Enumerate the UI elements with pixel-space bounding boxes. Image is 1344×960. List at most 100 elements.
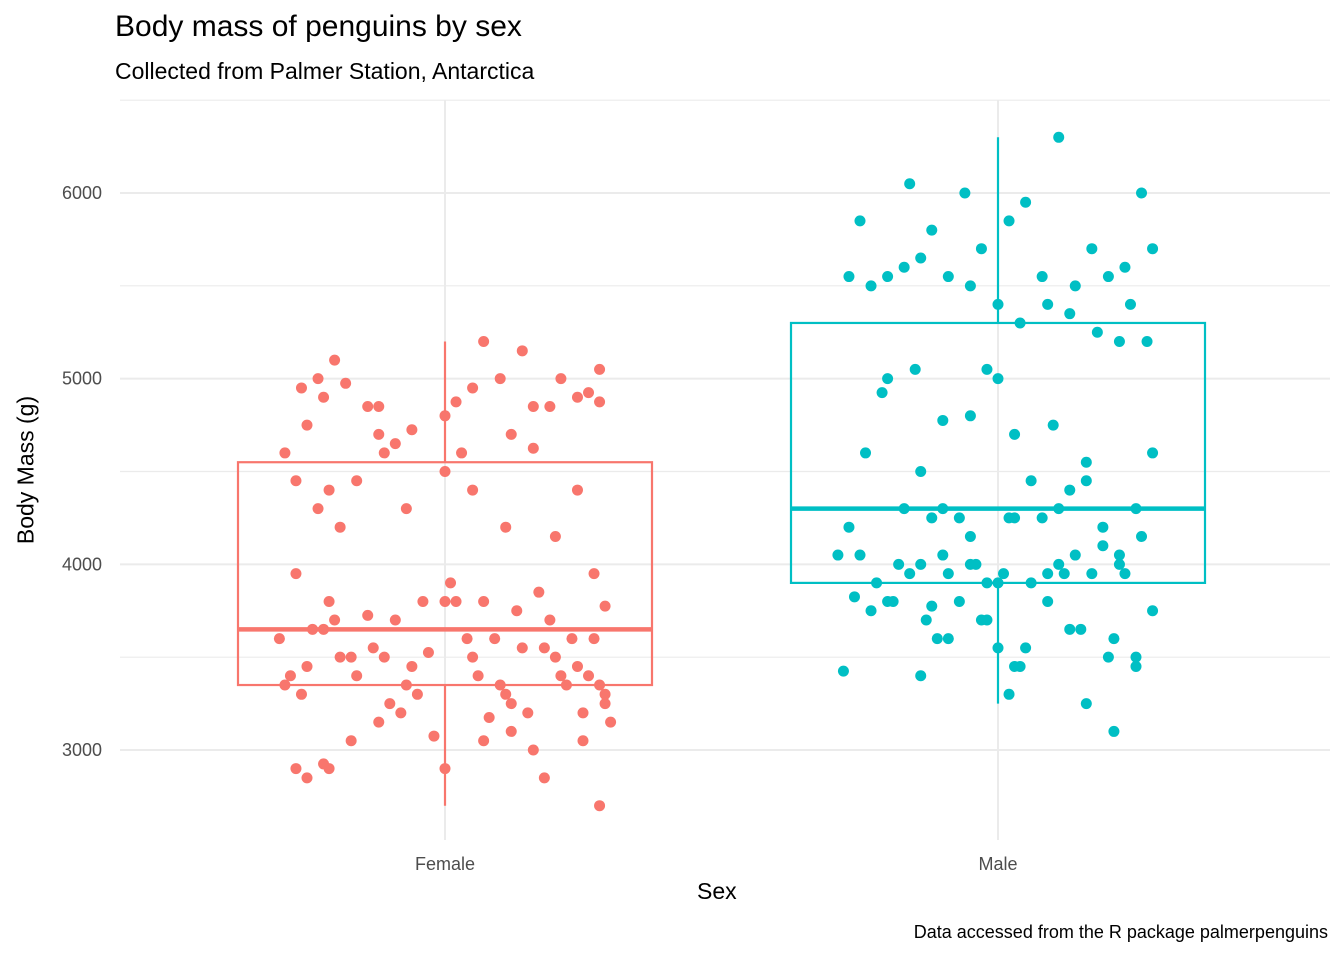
- data-point: [1053, 503, 1065, 515]
- data-point: [1086, 568, 1098, 580]
- data-point: [577, 707, 589, 719]
- point-layer: [273, 131, 1159, 812]
- data-point: [588, 633, 600, 645]
- data-point: [1003, 688, 1015, 700]
- data-point: [467, 382, 479, 394]
- data-point: [871, 577, 883, 589]
- data-point: [290, 568, 302, 580]
- data-point: [1091, 326, 1103, 338]
- data-point: [1075, 623, 1087, 635]
- data-point: [981, 577, 993, 589]
- data-point: [1069, 280, 1081, 292]
- data-point: [1042, 568, 1054, 580]
- data-point: [345, 735, 357, 747]
- data-point: [898, 503, 910, 515]
- data-point: [400, 503, 412, 515]
- data-point: [478, 336, 490, 348]
- data-point: [882, 271, 894, 283]
- data-point: [456, 447, 468, 459]
- data-point: [472, 670, 484, 682]
- data-point: [273, 633, 285, 645]
- data-point: [953, 512, 965, 524]
- data-point: [1064, 484, 1076, 496]
- data-point: [422, 647, 434, 659]
- x-axis-ticks: Female Male: [415, 854, 1018, 874]
- data-point: [373, 428, 385, 440]
- data-point: [1009, 660, 1021, 672]
- data-point: [1014, 317, 1026, 329]
- data-point: [588, 568, 600, 580]
- data-point: [1080, 475, 1092, 487]
- data-point: [279, 679, 291, 691]
- data-point: [942, 568, 954, 580]
- data-point: [1102, 651, 1114, 663]
- data-point: [577, 735, 589, 747]
- data-point: [843, 521, 855, 533]
- data-point: [450, 595, 462, 607]
- data-point: [865, 280, 877, 292]
- data-point: [854, 549, 866, 561]
- data-point: [345, 651, 357, 663]
- data-point: [931, 633, 943, 645]
- data-point: [318, 391, 330, 403]
- data-point: [527, 401, 539, 413]
- data-point: [511, 605, 523, 617]
- data-point: [318, 623, 330, 635]
- data-point: [964, 558, 976, 570]
- data-point: [1130, 651, 1142, 663]
- data-point: [599, 698, 611, 710]
- data-point: [555, 373, 567, 385]
- data-point: [1130, 503, 1142, 515]
- data-point: [915, 558, 927, 570]
- x-tick-label: Male: [978, 854, 1017, 874]
- data-point: [594, 363, 606, 375]
- data-point: [279, 447, 291, 459]
- data-point: [942, 633, 954, 645]
- data-point: [981, 614, 993, 626]
- data-point: [992, 577, 1004, 589]
- data-point: [1003, 512, 1015, 524]
- data-point: [494, 373, 506, 385]
- data-point: [1108, 633, 1120, 645]
- data-point: [1113, 336, 1125, 348]
- data-point: [549, 530, 561, 542]
- data-point: [373, 401, 385, 413]
- data-point: [1036, 512, 1048, 524]
- data-point: [1042, 595, 1054, 607]
- data-point: [1136, 187, 1148, 199]
- data-point: [1069, 549, 1081, 561]
- data-point: [406, 424, 418, 436]
- data-point: [594, 396, 606, 408]
- y-tick-label: 4000: [62, 554, 102, 574]
- data-point: [295, 382, 307, 394]
- data-point: [937, 414, 949, 426]
- data-point: [594, 679, 606, 691]
- data-point: [516, 642, 528, 654]
- data-point: [904, 568, 916, 580]
- data-point: [571, 484, 583, 496]
- data-point: [981, 363, 993, 375]
- data-point: [378, 447, 390, 459]
- data-point: [843, 271, 855, 283]
- data-point: [992, 298, 1004, 310]
- grid-lines: [120, 99, 1330, 840]
- data-point: [876, 387, 888, 399]
- data-point: [362, 609, 374, 621]
- data-point: [373, 716, 385, 728]
- data-point: [1064, 623, 1076, 635]
- data-point: [915, 466, 927, 477]
- data-point: [1136, 530, 1148, 542]
- data-point: [975, 243, 987, 255]
- data-point: [920, 614, 932, 626]
- data-point: [992, 642, 1004, 654]
- data-point: [301, 660, 313, 672]
- y-tick-label: 5000: [62, 369, 102, 389]
- data-point: [937, 549, 949, 561]
- data-point: [367, 642, 379, 654]
- data-point: [882, 373, 894, 385]
- data-point: [964, 410, 976, 422]
- data-point: [461, 633, 473, 645]
- data-point: [538, 772, 550, 784]
- data-point: [1025, 475, 1037, 487]
